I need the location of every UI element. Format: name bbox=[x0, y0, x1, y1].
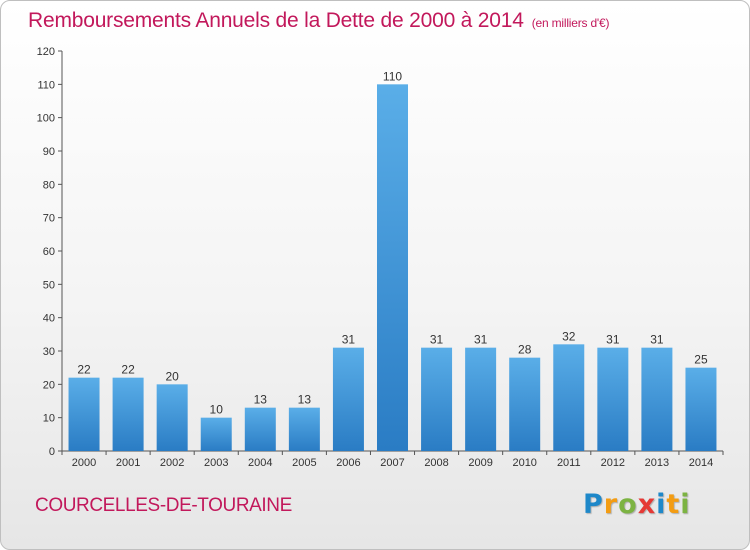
logo-letter: i bbox=[656, 489, 667, 520]
data-label-2006: 31 bbox=[342, 333, 356, 347]
x-tick-label-2010: 2010 bbox=[512, 457, 536, 469]
data-label-2002: 20 bbox=[165, 369, 179, 383]
x-tick-label-2001: 2001 bbox=[116, 457, 140, 469]
bar-2003 bbox=[200, 417, 232, 451]
x-tick-label-2005: 2005 bbox=[292, 457, 316, 469]
bar-2014 bbox=[685, 367, 717, 451]
data-label-2003: 10 bbox=[210, 403, 224, 417]
x-tick-label-2003: 2003 bbox=[204, 457, 228, 469]
y-tick-label: 80 bbox=[43, 179, 55, 191]
y-tick-label: 0 bbox=[49, 446, 55, 458]
y-tick-label: 10 bbox=[43, 413, 55, 425]
x-tick-label-2004: 2004 bbox=[248, 457, 272, 469]
y-tick-label: 50 bbox=[43, 279, 55, 291]
bar-2000 bbox=[68, 377, 100, 451]
x-tick-label-2002: 2002 bbox=[160, 457, 184, 469]
x-tick-label-2011: 2011 bbox=[557, 457, 581, 469]
y-tick-label: 60 bbox=[43, 246, 55, 258]
chart-title: Remboursements Annuels de la Dette de 20… bbox=[28, 9, 609, 33]
logo-letter: r bbox=[603, 489, 619, 520]
y-tick-label: 90 bbox=[43, 146, 55, 158]
data-label-2007: 110 bbox=[383, 69, 402, 83]
chart-subtitle: (en milliers d'€) bbox=[531, 16, 610, 30]
proxiti-logo: Proxiti bbox=[583, 489, 691, 520]
bar-2013 bbox=[641, 347, 673, 451]
y-tick-label: 110 bbox=[37, 79, 55, 91]
x-tick-label-2014: 2014 bbox=[689, 457, 713, 469]
x-tick-label-2009: 2009 bbox=[468, 457, 492, 469]
data-label-2001: 22 bbox=[121, 363, 135, 377]
bar-2012 bbox=[597, 347, 629, 451]
bar-2002 bbox=[156, 384, 188, 451]
bar-2011 bbox=[553, 344, 585, 451]
commune-name: COURCELLES-DE-TOURAINE bbox=[35, 495, 292, 516]
data-label-2009: 31 bbox=[474, 333, 488, 347]
x-tick-label-2013: 2013 bbox=[645, 457, 669, 469]
data-label-2005: 13 bbox=[298, 393, 312, 407]
data-label-2010: 28 bbox=[518, 343, 532, 357]
data-label-2012: 31 bbox=[606, 333, 620, 347]
bar-2004 bbox=[244, 407, 276, 451]
data-label-2011: 32 bbox=[562, 329, 576, 343]
data-label-2004: 13 bbox=[254, 393, 268, 407]
logo-letter: i bbox=[680, 489, 691, 520]
x-tick-label-2006: 2006 bbox=[336, 457, 360, 469]
logo-letter: o bbox=[618, 489, 638, 520]
y-tick-label: 70 bbox=[43, 213, 55, 225]
data-label-2000: 22 bbox=[77, 363, 91, 377]
bar-2010 bbox=[509, 357, 541, 451]
bar-2006 bbox=[332, 347, 364, 451]
y-tick-label: 100 bbox=[37, 113, 55, 125]
chart-title-text: Remboursements Annuels de la Dette de 20… bbox=[28, 9, 524, 32]
data-label-2008: 31 bbox=[430, 333, 444, 347]
y-tick-label: 40 bbox=[43, 313, 55, 325]
logo-letter: t bbox=[666, 489, 681, 520]
data-label-2013: 31 bbox=[650, 333, 664, 347]
bar-2005 bbox=[288, 407, 320, 451]
x-tick-label-2007: 2007 bbox=[380, 457, 404, 469]
logo-letter: x bbox=[637, 489, 657, 520]
bar-2008 bbox=[421, 347, 453, 451]
x-tick-label-2008: 2008 bbox=[424, 457, 448, 469]
bar-2007 bbox=[377, 84, 408, 451]
logo-letter: P bbox=[583, 489, 604, 520]
bar-2001 bbox=[112, 377, 144, 451]
y-tick-label: 20 bbox=[43, 379, 55, 391]
y-tick-label: 120 bbox=[37, 46, 55, 58]
x-tick-label-2012: 2012 bbox=[601, 457, 625, 469]
data-label-2014: 25 bbox=[694, 353, 708, 367]
bar-2009 bbox=[465, 347, 497, 451]
x-tick-label-2000: 2000 bbox=[72, 457, 96, 469]
y-tick-label: 30 bbox=[43, 346, 55, 358]
